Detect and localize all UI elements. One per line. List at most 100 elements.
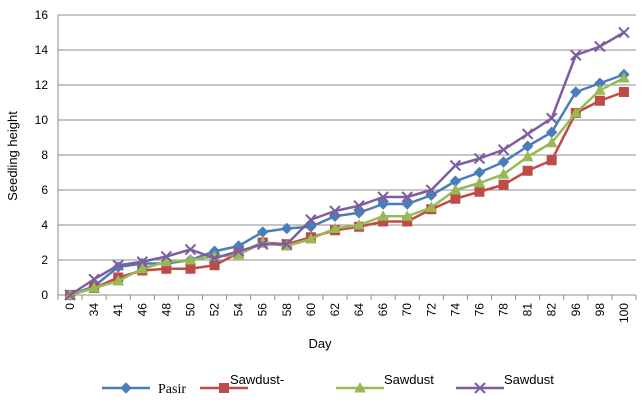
x-tick-label: 100: [617, 303, 631, 323]
legend-marker: [354, 381, 366, 393]
legend-label: Sawdust: [504, 372, 554, 387]
x-tick-label: 56: [256, 303, 270, 317]
x-tick-label: 64: [352, 303, 366, 317]
data-point: [474, 186, 485, 197]
data-point: [618, 71, 630, 83]
data-point: [449, 183, 462, 195]
data-point: [497, 156, 510, 168]
x-tick-label: 74: [448, 303, 462, 317]
x-tick-label: 58: [280, 303, 294, 317]
legend-item: Sawdust: [336, 372, 434, 393]
data-point: [160, 255, 173, 267]
x-tick-label: 70: [400, 303, 414, 317]
data-point: [353, 207, 365, 219]
data-point: [497, 144, 510, 156]
data-point: [305, 232, 317, 244]
y-axis-ticks: 0 2 4 6 8 10 12 14 16: [35, 8, 49, 302]
data-point: [594, 84, 606, 95]
data-point: [618, 26, 630, 39]
data-point: [618, 87, 629, 97]
x-tick-label: 41: [111, 303, 125, 317]
x-tick-label: 62: [328, 303, 342, 317]
series-line: [69, 76, 625, 297]
data-point: [497, 168, 510, 179]
y-tick-label: 8: [41, 148, 48, 162]
legend-label: Pasir: [158, 382, 186, 397]
y-tick-label: 4: [41, 218, 48, 232]
data-point: [185, 263, 196, 274]
data-point: [112, 274, 125, 286]
data-point: [281, 222, 293, 235]
data-point: [329, 205, 341, 217]
data-point: [546, 112, 558, 124]
data-point: [545, 136, 558, 148]
series-layer: [64, 26, 630, 301]
data-point: [208, 252, 221, 264]
data-point: [257, 226, 269, 238]
data-point: [257, 238, 269, 250]
y-tick-label: 6: [41, 183, 48, 197]
x-tick-label: 60: [304, 303, 318, 317]
data-point: [401, 191, 413, 203]
legend-label: Sawdust: [384, 372, 434, 387]
data-point: [401, 210, 414, 221]
x-tick-label: 48: [159, 303, 173, 317]
x-tick-label: 46: [135, 303, 149, 317]
data-point: [305, 214, 317, 226]
data-point: [353, 218, 365, 230]
x-tick-label: 66: [376, 303, 390, 317]
x-tick-label: 98: [593, 303, 607, 317]
data-point: [64, 289, 76, 301]
series-line: [69, 73, 625, 297]
legend-item: Sawdust: [456, 372, 554, 394]
data-point: [425, 201, 438, 212]
y-tick-label: 16: [35, 8, 49, 22]
data-point: [521, 128, 534, 140]
data-point: [136, 256, 148, 268]
data-point: [594, 40, 606, 53]
data-point: [522, 165, 533, 176]
data-point: [449, 159, 462, 172]
x-tick-label: 82: [545, 303, 559, 317]
data-point: [232, 245, 245, 257]
y-tick-label: 14: [35, 43, 49, 57]
series-3: [64, 71, 630, 300]
x-axis-title: Day: [308, 336, 332, 351]
data-point: [281, 238, 293, 250]
x-tick-label: 96: [569, 303, 583, 317]
data-point: [570, 86, 582, 98]
x-tick-label: 52: [208, 303, 222, 317]
y-tick-label: 12: [35, 78, 49, 92]
x-tick-label: 76: [472, 303, 486, 317]
legend-marker: [120, 382, 132, 394]
data-point: [594, 95, 605, 106]
data-point: [473, 152, 486, 165]
data-point: [377, 198, 389, 210]
legend-marker: [219, 383, 229, 393]
legend: Pasir Sawdust- Sawdust Sawdust: [102, 372, 554, 397]
legend-item: Pasir: [102, 382, 186, 397]
data-point: [88, 273, 100, 285]
data-point: [546, 155, 557, 166]
data-point: [377, 191, 389, 203]
data-point: [521, 150, 534, 162]
series-4: [64, 26, 630, 301]
y-tick-label: 2: [41, 253, 48, 267]
data-point: [88, 281, 100, 293]
gridlines: [58, 14, 636, 296]
y-tick-label: 10: [35, 113, 49, 127]
data-point: [450, 193, 461, 204]
data-point: [569, 106, 582, 118]
x-tick-label: 54: [232, 303, 246, 317]
data-point: [473, 176, 486, 188]
legend-label: Sawdust-: [230, 372, 284, 387]
data-point: [160, 250, 173, 263]
data-point: [425, 184, 437, 196]
data-point: [570, 49, 582, 61]
y-axis-title: Seedling height: [5, 111, 20, 201]
x-tick-label: 78: [497, 303, 511, 317]
x-tick-label: 81: [521, 303, 535, 317]
x-tick-label: 50: [183, 303, 197, 317]
legend-marker: [474, 382, 486, 394]
